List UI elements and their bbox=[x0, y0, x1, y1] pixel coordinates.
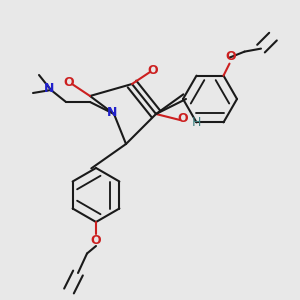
Text: O: O bbox=[64, 76, 74, 89]
Text: N: N bbox=[107, 106, 118, 119]
Text: O: O bbox=[91, 233, 101, 247]
Text: O: O bbox=[178, 112, 188, 125]
Text: H: H bbox=[192, 116, 201, 130]
Text: N: N bbox=[44, 82, 55, 95]
Text: O: O bbox=[148, 64, 158, 77]
Text: O: O bbox=[226, 50, 236, 63]
